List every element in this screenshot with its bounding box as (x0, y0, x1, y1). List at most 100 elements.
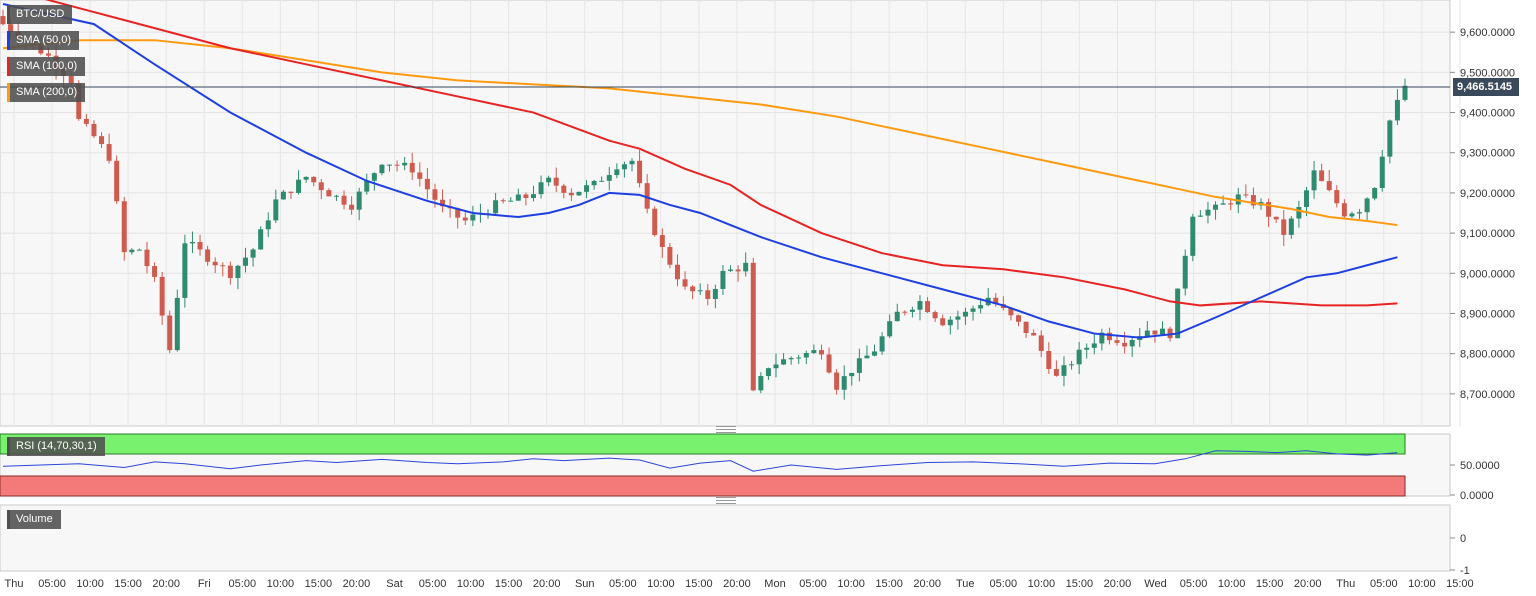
legend-swatch-btcusd (7, 5, 10, 24)
candle-up (970, 308, 976, 312)
resize-handle-volume[interactable] (716, 497, 736, 504)
candle-up (599, 180, 605, 182)
legend-volume[interactable]: Volume (7, 510, 61, 529)
time-tick-label: 20:00 (723, 578, 751, 590)
candle-down (159, 276, 165, 316)
candle-down (417, 172, 423, 179)
price-panel[interactable] (0, 0, 1451, 427)
candle-up (470, 214, 476, 221)
legend-sma-100-label: SMA (100,0) (16, 60, 78, 72)
candle-up (356, 191, 362, 210)
candle-down (902, 311, 908, 313)
candle-down (1053, 369, 1059, 376)
price-tick-label: 9,500.0000 (1460, 67, 1515, 79)
volume-axis: 0 -1 (1450, 533, 1470, 577)
candle-up (1061, 365, 1067, 376)
candle-up (182, 243, 188, 298)
price-tick-label: 9,200.0000 (1460, 188, 1515, 200)
candle-up (1311, 170, 1317, 191)
candle-down (637, 160, 643, 184)
candle-up (538, 182, 544, 195)
candle-up (280, 191, 286, 200)
candle-up (1182, 255, 1188, 289)
candle-up (371, 173, 377, 181)
legend-sma-50[interactable]: SMA (50,0) (7, 31, 80, 50)
time-tick-label: 10:00 (1408, 578, 1436, 590)
candle-up (887, 321, 893, 337)
candle-up (296, 179, 302, 193)
time-tick-label: 05:00 (229, 578, 257, 590)
candle-down (326, 190, 332, 197)
legend-btcusd-label: BTC/USD (16, 8, 65, 20)
time-tick-label: Thu (1336, 578, 1355, 590)
candle-down (826, 354, 832, 373)
candle-down (1334, 190, 1340, 204)
time-tick-label: Tue (956, 578, 975, 590)
candle-up (493, 200, 499, 214)
candle-down (644, 183, 650, 209)
candle-down (318, 182, 324, 191)
candle-up (758, 376, 764, 391)
time-tick-label: Fri (198, 578, 211, 590)
candle-down (1023, 321, 1029, 333)
candle-down (735, 269, 741, 272)
legend-btcusd[interactable]: BTC/USD (7, 5, 73, 24)
candle-down (455, 208, 461, 218)
candle-up (1235, 194, 1241, 205)
candle-up (788, 358, 794, 360)
sma-100-line (44, 0, 1398, 307)
candle-up (174, 297, 180, 351)
price-tick-label: 8,800.0000 (1460, 349, 1515, 361)
legend-rsi[interactable]: RSI (14,70,30,1) (7, 437, 105, 456)
candle-down (1243, 194, 1249, 196)
resize-handle-rsi[interactable] (716, 426, 736, 433)
candle-up (508, 200, 514, 202)
candle-down (106, 144, 112, 161)
candle-up (265, 220, 271, 230)
candle-up (1364, 198, 1370, 213)
time-tick-label: 15:00 (305, 578, 333, 590)
candle-up (728, 269, 734, 271)
rsi-tick-label: 0.0000 (1460, 490, 1494, 502)
candle-up (136, 249, 142, 251)
time-tick-label: 20:00 (913, 578, 941, 590)
candle-up (978, 305, 984, 309)
time-axis: Thu 05:00 10:00 15:00 20:00 Fri 05:00 10:00 15:0… (5, 578, 1474, 590)
time-tick-label: 10:00 (76, 578, 104, 590)
candle-up (1084, 347, 1090, 350)
candle-up (1129, 340, 1135, 347)
time-tick-label: 15:00 (1066, 578, 1094, 590)
candle-down (121, 201, 127, 253)
candle-up (189, 241, 195, 244)
time-tick-label: 20:00 (1294, 578, 1322, 590)
candle-down (341, 195, 347, 205)
legend-sma-200[interactable]: SMA (200,0) (7, 83, 86, 102)
candle-up (1387, 120, 1393, 157)
candle-down (114, 160, 120, 202)
time-tick-label: Thu (5, 578, 24, 590)
candle-up (364, 180, 370, 192)
candle-down (205, 249, 211, 262)
price-tick-label: 8,900.0000 (1460, 308, 1515, 320)
time-tick-label: 10:00 (267, 578, 295, 590)
legend-sma-100[interactable]: SMA (100,0) (7, 57, 86, 76)
time-tick-label: 05:00 (38, 578, 66, 590)
volume-panel[interactable] (0, 504, 1451, 572)
candle-up (909, 309, 915, 312)
last-price-tag: 9,466.5145 (1453, 78, 1519, 96)
candle-up (1303, 190, 1309, 208)
candle-up (1159, 328, 1165, 335)
candle-up (1190, 216, 1196, 256)
candle-down (690, 286, 696, 292)
time-tick-label: 05:00 (799, 578, 827, 590)
legend-sma-200-label: SMA (200,0) (16, 86, 78, 98)
time-tick-label: 05:00 (1180, 578, 1208, 590)
price-candles (0, 9, 1408, 400)
candle-up (872, 351, 878, 356)
candle-up (1091, 343, 1097, 348)
price-tick-label: 9,300.0000 (1460, 148, 1515, 160)
candle-up (1220, 203, 1226, 205)
candle-up (1296, 207, 1302, 219)
candle-up (894, 311, 900, 322)
